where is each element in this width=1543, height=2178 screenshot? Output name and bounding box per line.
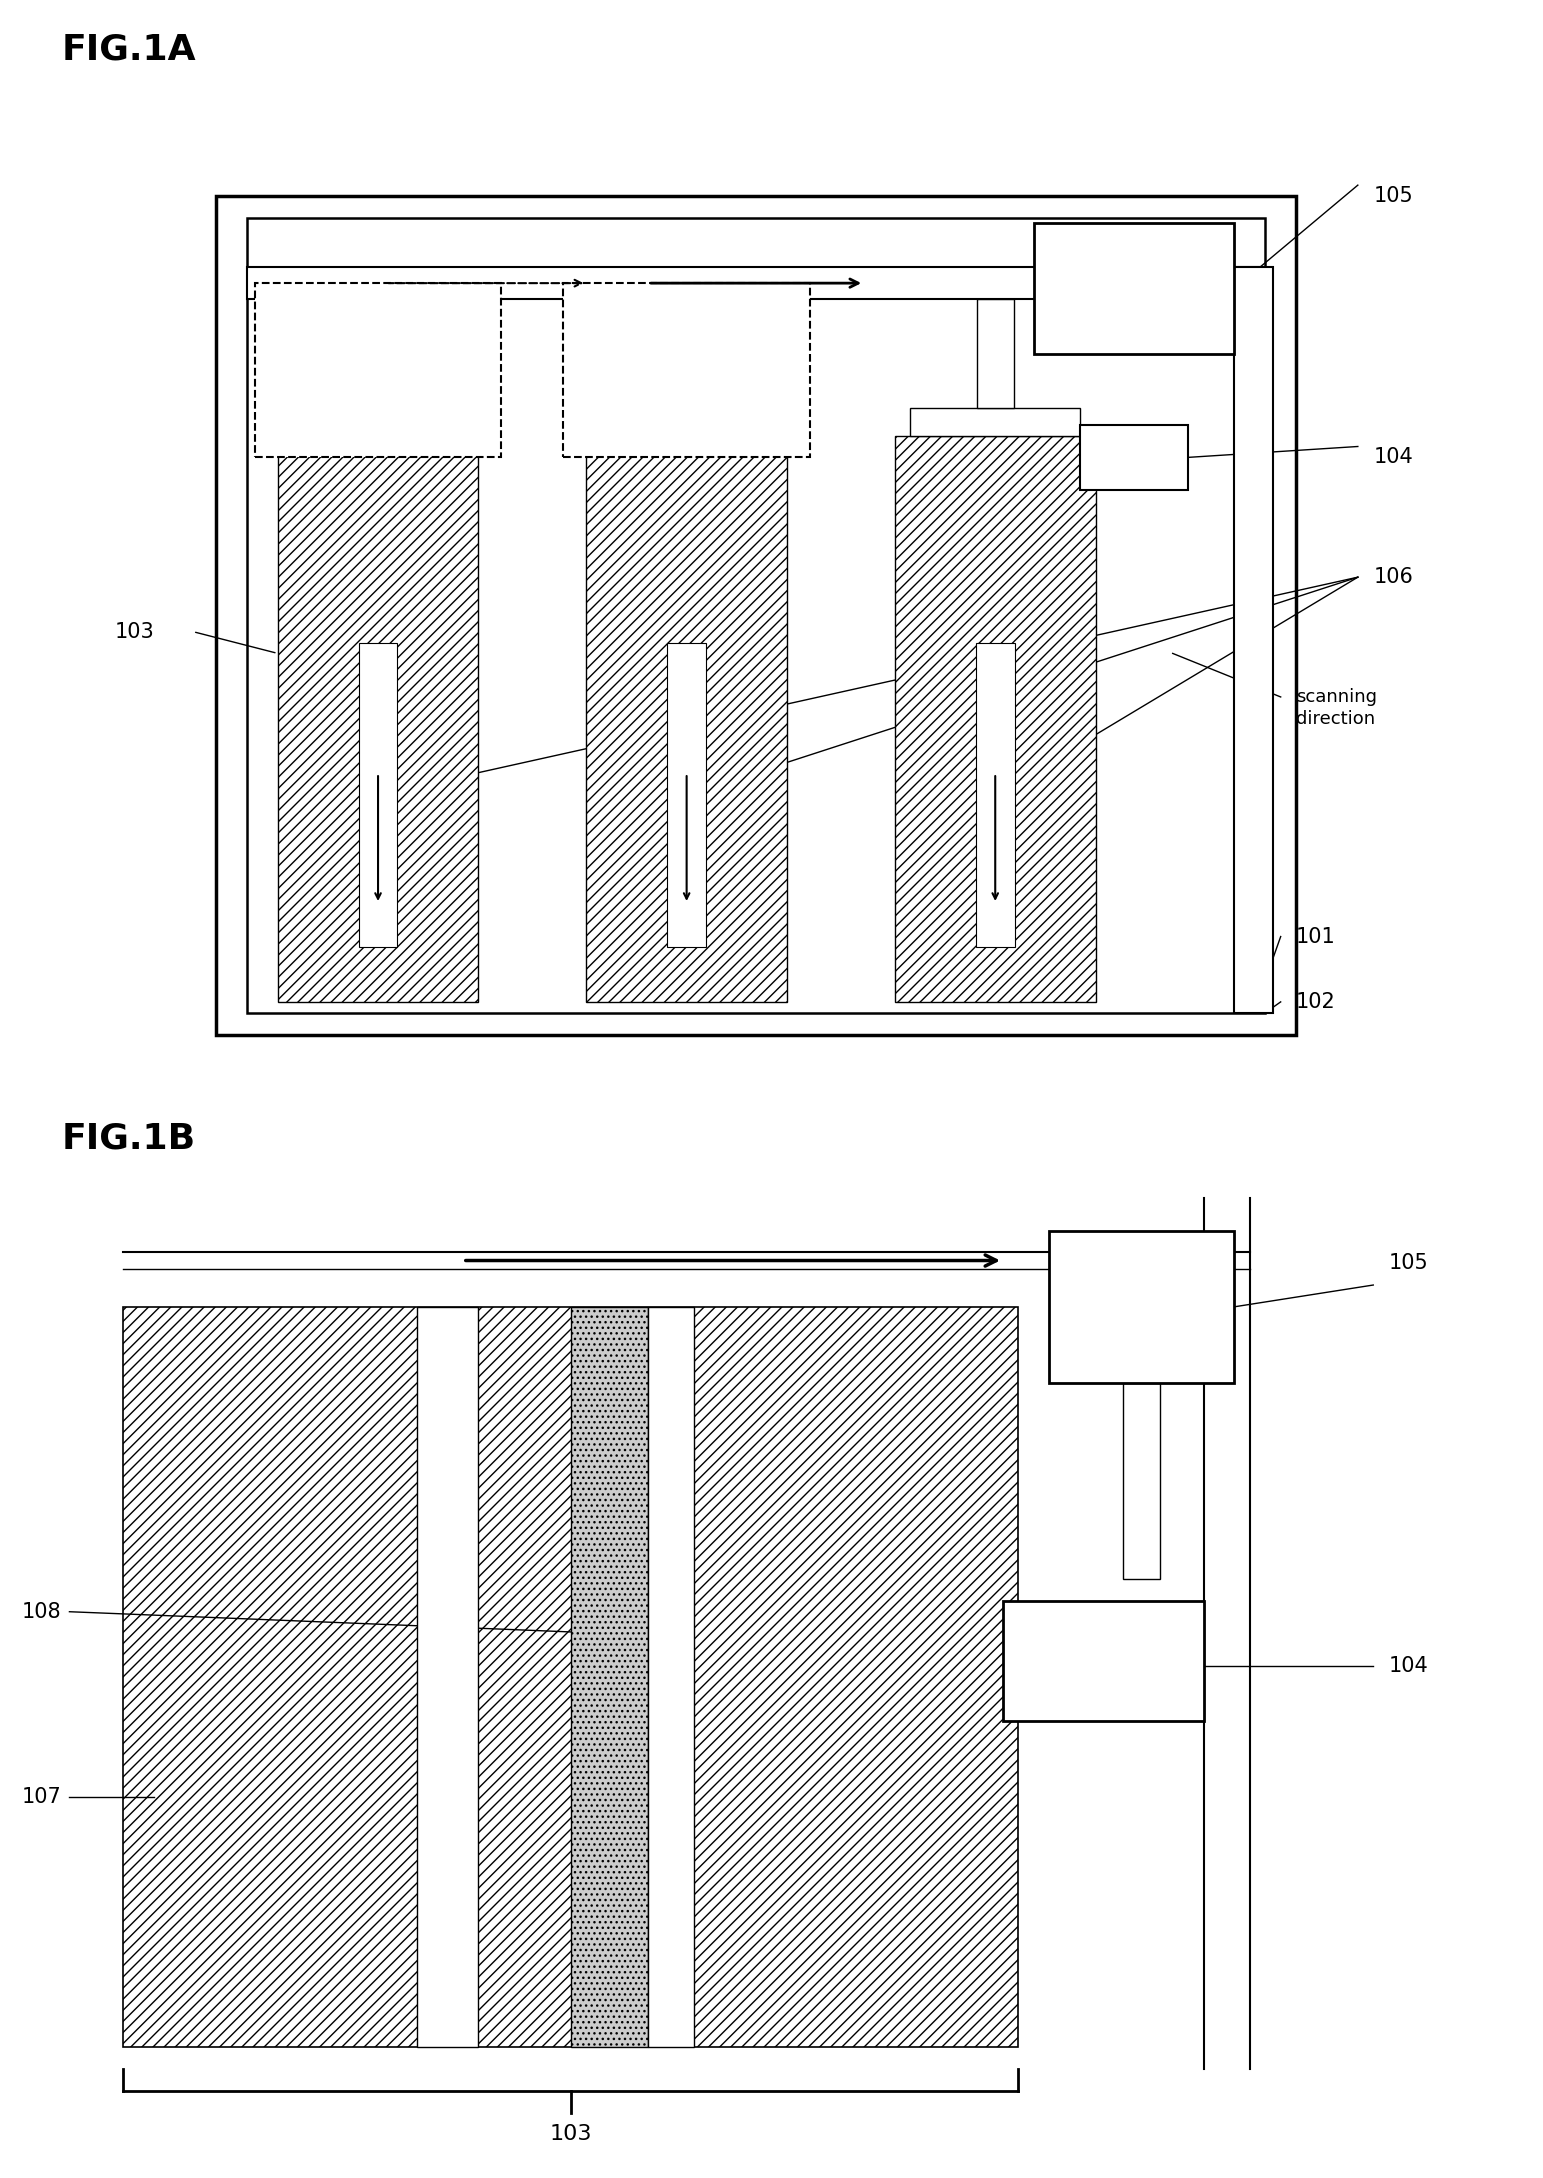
Bar [247, 218, 1265, 1013]
Bar [255, 283, 501, 457]
Bar [977, 298, 1014, 409]
Text: 105: 105 [1389, 1252, 1429, 1274]
Bar [667, 643, 707, 947]
Text: 104: 104 [1389, 1655, 1429, 1677]
Text: 108: 108 [22, 1601, 62, 1623]
Bar [216, 196, 1296, 1035]
Bar [1049, 1231, 1234, 1383]
Text: FIG.1B: FIG.1B [62, 1122, 196, 1157]
Text: 103: 103 [549, 2124, 593, 2143]
Bar [895, 436, 1096, 1002]
Bar [1034, 222, 1234, 353]
Bar [910, 409, 1080, 436]
Text: 103: 103 [114, 621, 154, 643]
Text: 104: 104 [1373, 446, 1413, 468]
Text: 101: 101 [1296, 926, 1336, 947]
Bar [668, 298, 705, 409]
Bar [360, 298, 397, 409]
Bar [975, 643, 1015, 947]
Bar [571, 1307, 648, 2047]
Text: 106: 106 [1373, 566, 1413, 588]
Bar [1003, 1601, 1204, 1721]
Bar [1080, 425, 1188, 490]
Bar [602, 409, 772, 436]
Bar [278, 436, 478, 1002]
Bar [293, 409, 463, 436]
Bar [563, 283, 810, 457]
Bar [358, 643, 398, 947]
Text: scanning
direction: scanning direction [1296, 688, 1376, 727]
Bar [648, 1307, 694, 2047]
Text: FIG.1A: FIG.1A [62, 33, 196, 68]
Text: 107: 107 [22, 1786, 62, 1808]
Text: 105: 105 [1373, 185, 1413, 207]
Bar [247, 266, 1265, 298]
Bar [1234, 266, 1273, 1013]
Bar [123, 1307, 1018, 2047]
Bar [586, 436, 787, 1002]
Text: 102: 102 [1296, 991, 1336, 1013]
Bar [1123, 1383, 1160, 1579]
Bar [417, 1307, 478, 2047]
